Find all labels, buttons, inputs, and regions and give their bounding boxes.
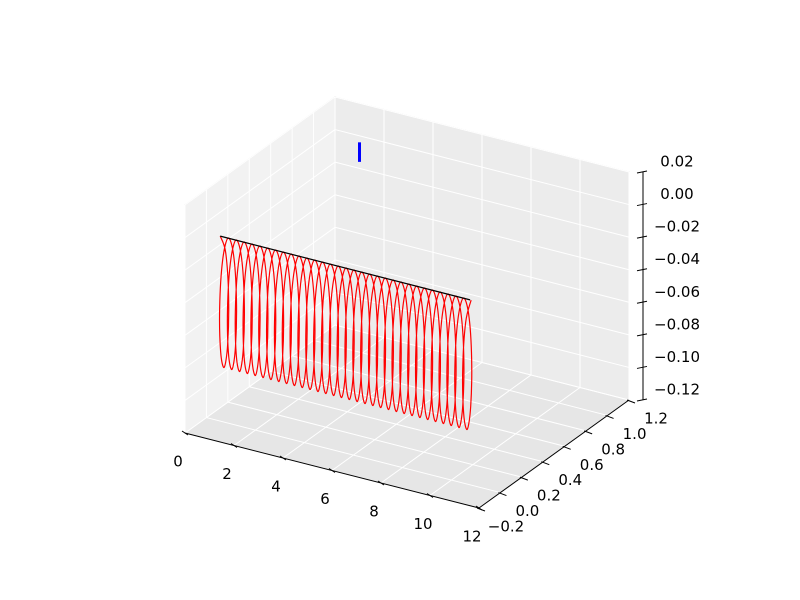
- y-tick-label: 0.4: [558, 471, 582, 489]
- z-tick: [636, 333, 648, 337]
- y-tick: [626, 399, 636, 404]
- z-tick-label: −0.10: [654, 348, 700, 366]
- z-tick-label: −0.12: [654, 381, 700, 399]
- y-tick-label: −0.2: [488, 518, 524, 536]
- y-tick: [583, 430, 593, 435]
- x-tick-label: 12: [462, 528, 481, 546]
- x-tick-label: 6: [320, 490, 330, 508]
- x-tick: [181, 430, 189, 436]
- z-tick-label: −0.02: [654, 218, 700, 236]
- grid-line: [334, 226, 630, 303]
- y-tick: [541, 461, 550, 466]
- z-tick: [636, 235, 648, 239]
- y-tick-label: 0.2: [537, 487, 561, 505]
- y-tick: [562, 445, 571, 450]
- x-tick-label: 2: [222, 465, 232, 483]
- y-tick: [498, 492, 507, 497]
- grid-line: [184, 129, 336, 238]
- grid-line: [184, 194, 336, 304]
- grid-line: [184, 96, 336, 206]
- series-line: [220, 235, 471, 301]
- grid-line: [331, 362, 483, 471]
- grid-line: [334, 129, 630, 206]
- grid-line: [334, 259, 630, 336]
- grid-line: [334, 194, 630, 271]
- grid-line: [429, 387, 581, 496]
- grid-line: [206, 417, 501, 494]
- x-tick-label: 8: [369, 503, 379, 521]
- grid-line: [184, 226, 336, 336]
- y-tick-label: 0.0: [515, 502, 539, 520]
- y-axis-line: [478, 399, 630, 509]
- x-tick-label: 4: [271, 478, 281, 496]
- grid-line: [334, 161, 630, 238]
- z-tick: [636, 170, 648, 174]
- x-tick: [230, 443, 238, 448]
- x-tick: [426, 493, 434, 498]
- y-tick-label: 0.6: [580, 456, 604, 474]
- grid-line: [313, 339, 608, 416]
- y-tick-label: 0.8: [601, 440, 625, 458]
- z-tick: [636, 365, 648, 369]
- z-tick-label: −0.04: [654, 250, 700, 268]
- y-tick: [519, 476, 529, 481]
- z-tick-label: 0.02: [660, 153, 693, 171]
- z-tick: [636, 203, 648, 207]
- y-tick-label: 1.2: [644, 410, 668, 428]
- x-tick: [328, 468, 336, 473]
- z-tick-label: −0.06: [654, 283, 700, 301]
- grid-line: [334, 96, 630, 173]
- z-tick: [636, 300, 648, 304]
- grid-line: [380, 374, 532, 484]
- x-tick: [377, 480, 385, 486]
- y-tick: [605, 414, 614, 419]
- z-tick: [636, 268, 648, 272]
- x-tick: [279, 455, 287, 461]
- z-tick-label: 0.00: [660, 185, 693, 203]
- y-tick-label: 1.0: [623, 425, 647, 443]
- grid-line: [184, 161, 336, 271]
- z-tick-label: −0.08: [654, 315, 700, 333]
- x-tick-label: 0: [173, 453, 183, 471]
- grid-line: [184, 324, 336, 434]
- grid-line: [227, 401, 522, 478]
- grid-line: [184, 292, 336, 401]
- y-tick: [476, 507, 486, 512]
- grid-line: [334, 324, 630, 401]
- grid-line: [249, 386, 544, 463]
- z-tick: [636, 398, 648, 402]
- grid-line: [233, 337, 385, 446]
- x-tick-label: 10: [413, 515, 432, 533]
